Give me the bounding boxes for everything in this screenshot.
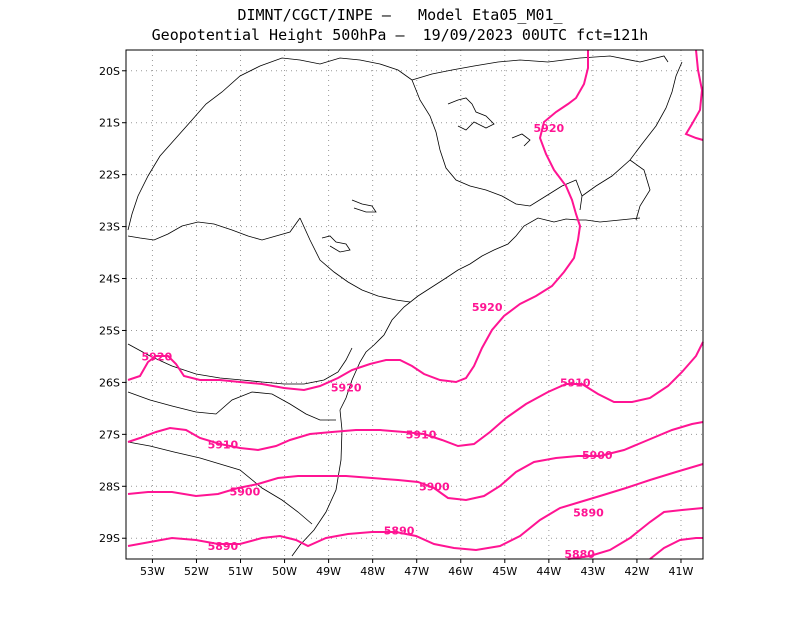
contour-label-5920: 5920 xyxy=(472,301,503,314)
contour-labels: 5920 5920 5920 5920 5910 5910 5910 5900 5900 5900… xyxy=(142,122,613,561)
contour-5920 xyxy=(127,50,589,392)
coastline-and-borders xyxy=(127,55,683,557)
lat-tick-label: 29S xyxy=(99,532,120,545)
contour-label-5890: 5890 xyxy=(573,506,604,519)
border-line xyxy=(447,97,495,131)
contour-label-5890: 5890 xyxy=(384,524,415,537)
lat-tick-label: 20S xyxy=(99,65,120,78)
lon-tick-label: 49W xyxy=(316,565,341,578)
contour-5910 xyxy=(127,341,704,452)
chart-title-line2: Geopotential Height 500hPa – 19/09/2023 … xyxy=(151,26,649,44)
border-line xyxy=(511,133,531,147)
lon-tick-label: 52W xyxy=(184,565,209,578)
lon-tick-label: 42W xyxy=(624,565,649,578)
contour-5870 xyxy=(649,537,703,560)
contour-label-5900: 5900 xyxy=(419,480,450,493)
contour-label-5920: 5920 xyxy=(331,382,362,395)
contour-5880 xyxy=(567,507,704,560)
contour-label-5880: 5880 xyxy=(564,548,595,561)
lon-tick-label: 45W xyxy=(492,565,517,578)
lat-tick-label: 22S xyxy=(99,169,120,182)
lon-tick-label: 44W xyxy=(536,565,561,578)
lon-tick-label: 50W xyxy=(272,565,297,578)
contour-label-5910: 5910 xyxy=(560,376,591,389)
lon-tick-label: 48W xyxy=(360,565,385,578)
lat-tick-label: 24S xyxy=(99,273,120,286)
map-frame xyxy=(125,49,704,560)
contour-label-5900: 5900 xyxy=(230,485,261,498)
border-line xyxy=(339,217,641,411)
lon-tick-label: 41W xyxy=(669,565,694,578)
lon-tick-label: 51W xyxy=(228,565,253,578)
lon-tick-label: 47W xyxy=(404,565,429,578)
lon-tick-label: 46W xyxy=(448,565,473,578)
lon-tick-label: 43W xyxy=(580,565,605,578)
lat-tick-label: 25S xyxy=(99,324,120,337)
border-line xyxy=(321,235,351,253)
contour-5920 xyxy=(684,49,704,141)
border-line xyxy=(351,199,377,213)
lat-tick-label: 23S xyxy=(99,221,120,234)
axis-ticks: 20S 21S 22S 23S 24S 25S 26S 27S 28S 29S 53W 52W 51W 5… xyxy=(99,65,694,578)
border-line xyxy=(581,61,683,197)
contour-label-5910: 5910 xyxy=(406,428,437,441)
border-line xyxy=(127,57,413,231)
border-line xyxy=(127,391,336,421)
lat-tick-label: 28S xyxy=(99,480,120,493)
border-line xyxy=(629,159,651,221)
chart-title-line1: DIMNT/CGCT/INPE – Model Eta05_M01_ xyxy=(237,6,563,24)
border-line xyxy=(127,343,353,385)
contour-label-5920: 5920 xyxy=(534,122,565,135)
lat-tick-label: 21S xyxy=(99,117,120,130)
contour-label-5900: 5900 xyxy=(582,449,613,462)
border-line xyxy=(127,441,313,525)
grid-lines xyxy=(126,50,703,559)
border-line xyxy=(411,55,669,81)
border-line xyxy=(411,79,583,211)
contour-label-5890: 5890 xyxy=(208,540,239,553)
contour-label-5920: 5920 xyxy=(142,350,173,363)
contour-5900 xyxy=(127,421,704,502)
contour-label-5910: 5910 xyxy=(208,439,239,452)
height-contours xyxy=(127,49,704,560)
lat-tick-label: 26S xyxy=(99,376,120,389)
lon-tick-label: 53W xyxy=(140,565,165,578)
contour-5890 xyxy=(127,463,704,552)
border-line xyxy=(127,217,301,241)
border-line xyxy=(299,217,411,303)
lat-tick-label: 27S xyxy=(99,428,120,441)
